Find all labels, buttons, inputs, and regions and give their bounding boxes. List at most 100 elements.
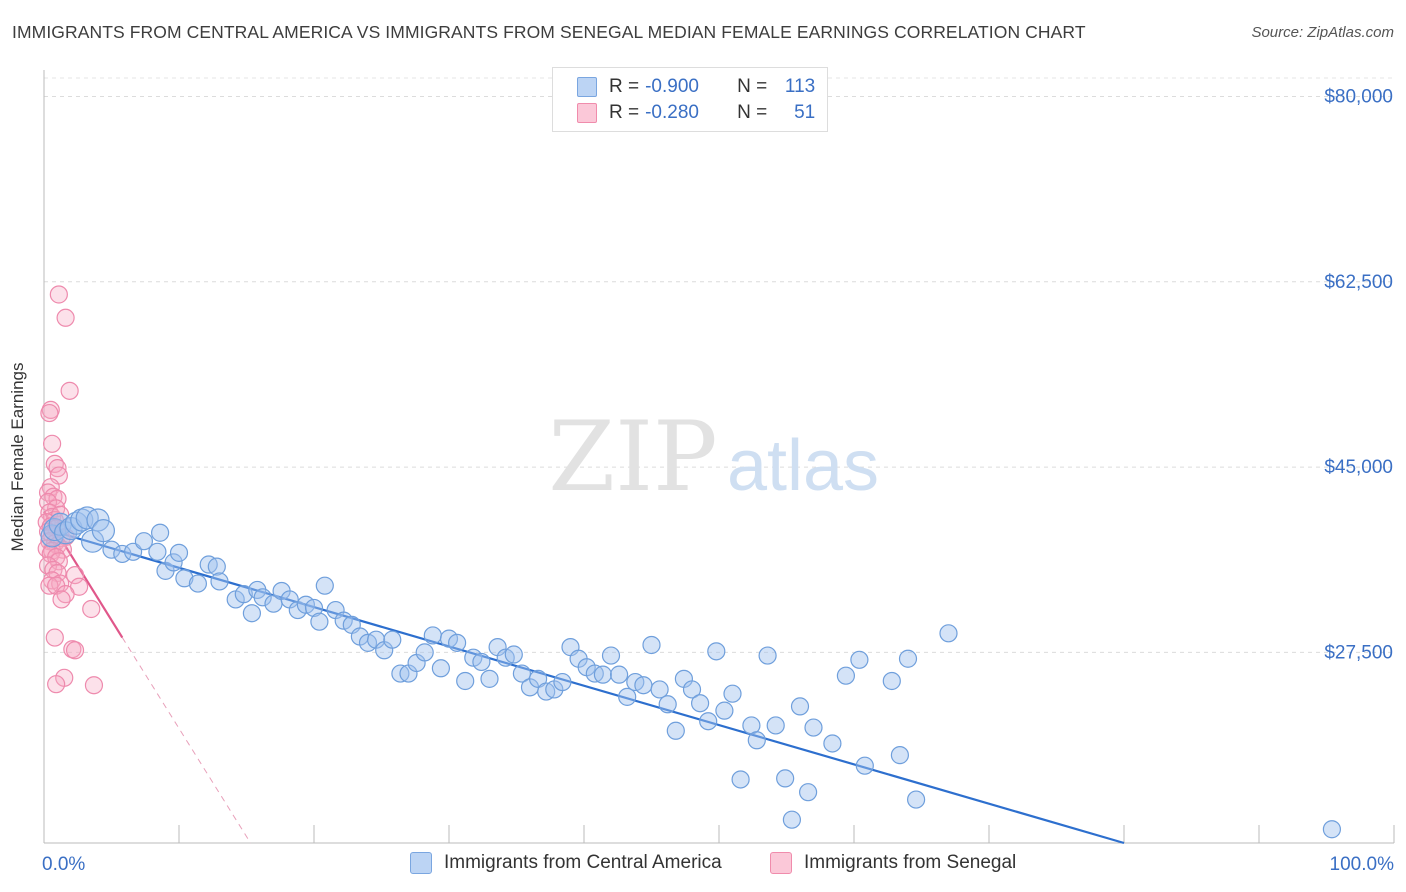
point-central-america-52: [439, 629, 459, 648]
legend-n-value: 51: [794, 102, 816, 123]
point-central-america-15: [148, 542, 167, 561]
source-credit: Source: ZipAtlas.com: [1251, 24, 1394, 41]
tick-labels: $80,000 $62,500 $45,000 $27,500 0.0% 100.0%: [42, 86, 1394, 875]
point-senegal-52: [84, 676, 104, 695]
point-central-america-51: [431, 659, 450, 678]
point-central-america-53: [448, 633, 467, 652]
axes: [43, 70, 1395, 844]
legend-row-central-america: R = -0.900 N = 113: [577, 75, 815, 99]
point-central-america-73: [609, 665, 629, 684]
bottom-legend-label-senegal: Immigrants from Senegal: [804, 852, 1017, 873]
point-central-america-83: [690, 694, 710, 713]
y-tick-label-2: $45,000: [1324, 457, 1393, 478]
point-senegal-45: [52, 590, 71, 609]
legend-n-label: N =: [737, 76, 768, 97]
point-central-america-11: [102, 540, 121, 559]
point-senegal-38: [65, 565, 85, 585]
y-tick-label-1: $62,500: [1324, 272, 1393, 293]
point-senegal-51: [47, 675, 66, 694]
point-central-america-56: [472, 652, 491, 672]
legend-r-label: R =: [609, 102, 640, 123]
chart-title: IMMIGRANTS FROM CENTRAL AMERICA VS IMMIG…: [12, 22, 1086, 42]
point-central-america-26: [234, 585, 253, 604]
point-senegal-47: [45, 628, 64, 647]
point-senegal-7: [48, 459, 67, 478]
point-central-america-80: [666, 721, 685, 740]
point-central-america-37: [315, 576, 334, 595]
point-central-america-55: [464, 648, 483, 667]
legend-r-value: -0.280: [645, 102, 699, 123]
point-central-america-45: [383, 630, 402, 649]
point-senegal-5: [42, 434, 62, 453]
point-central-america-87: [723, 684, 742, 703]
point-central-america-101: [855, 756, 874, 775]
point-central-america-91: [758, 646, 777, 665]
bottom-legend-swatch-senegal: [770, 852, 792, 874]
bottom-legend-label-central-america: Immigrants from Central America: [444, 852, 722, 873]
point-central-america-13: [124, 542, 143, 561]
legend-r-value: -0.900: [645, 76, 699, 97]
point-central-america-97: [804, 718, 823, 737]
point-senegal-4: [40, 403, 59, 423]
bottom-legend-senegal: Immigrants from Senegal: [770, 852, 1016, 874]
point-central-america-84: [699, 712, 718, 731]
point-central-america-99: [836, 666, 856, 685]
point-central-america-36: [310, 612, 329, 631]
point-senegal-2: [60, 381, 79, 400]
point-central-america-76: [634, 676, 653, 695]
legend-swatch-senegal: [577, 103, 597, 123]
point-central-america-10: [91, 519, 116, 543]
point-central-america-50: [423, 626, 442, 645]
point-central-america-82: [682, 680, 702, 699]
watermark-atlas: atlas: [727, 426, 879, 506]
point-central-america-93: [776, 769, 795, 788]
point-central-america-9: [86, 508, 110, 532]
watermark-zip: ZIP: [548, 401, 717, 513]
point-central-america-102: [882, 671, 901, 691]
point-central-america-96: [798, 783, 818, 802]
bottom-legend-swatch-central-america: [410, 852, 432, 874]
point-central-america-16: [151, 523, 170, 542]
bottom-legend-central-america: Immigrants from Central America: [410, 852, 722, 874]
point-central-america-20: [175, 569, 194, 588]
x-tick-label-min: 0.0%: [42, 854, 85, 875]
point-central-america-86: [715, 701, 734, 720]
point-central-america-94: [782, 810, 802, 829]
legend-n-label: N =: [737, 102, 768, 123]
point-central-america-66: [553, 672, 572, 692]
x-tick-label-max: 100.0%: [1330, 854, 1395, 875]
point-central-america-57: [480, 669, 499, 688]
y-axis-label: Median Female Earnings: [8, 362, 27, 552]
point-central-america-63: [528, 669, 548, 688]
y-tick-label-3: $27,500: [1324, 642, 1393, 663]
point-central-america-14: [134, 532, 153, 551]
point-central-america-12: [113, 544, 132, 564]
point-central-america-29: [253, 588, 272, 607]
point-senegal-41: [40, 576, 59, 595]
point-central-america-71: [593, 665, 613, 684]
point-central-america-95: [790, 697, 810, 716]
point-central-america-100: [850, 650, 869, 669]
point-central-america-72: [601, 646, 621, 665]
point-central-america-19: [169, 543, 189, 562]
legend-n-value: 113: [784, 76, 816, 97]
legend-row-senegal: R = -0.280 N = 51: [577, 101, 815, 125]
point-central-america-18: [164, 553, 183, 572]
point-central-america-61: [512, 664, 532, 683]
point-central-america-74: [618, 687, 637, 706]
trend-line-senegal-extension: [121, 637, 251, 844]
point-central-america-104: [898, 649, 918, 668]
legend-r-label: R =: [609, 76, 640, 97]
point-central-america-98: [823, 734, 842, 753]
series-central-america-points: [40, 506, 1342, 839]
point-senegal-0: [49, 285, 68, 304]
y-tick-label-0: $80,000: [1324, 86, 1393, 107]
point-central-america-49: [415, 643, 434, 662]
point-central-america-23: [207, 557, 226, 576]
point-central-america-90: [747, 731, 766, 750]
point-central-america-85: [707, 642, 726, 661]
point-central-america-92: [766, 716, 785, 735]
grid-lines: [44, 77, 1394, 653]
point-central-america-107: [1322, 820, 1342, 839]
